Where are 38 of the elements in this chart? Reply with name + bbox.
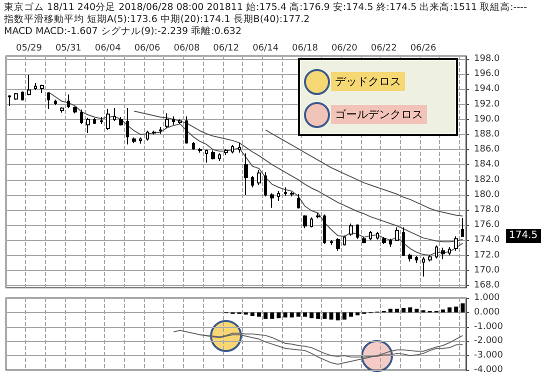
- x-tick-label: 06/20: [331, 44, 358, 54]
- x-tick-label: 06/26: [410, 44, 437, 54]
- chart-subtitle: 指数平滑移動平均 短期A(5):173.6 中期(20):174.1 長期B(40):177.2: [4, 14, 311, 26]
- y-tick-label: -4.000: [474, 365, 504, 375]
- x-tick-label: 06/14: [252, 44, 279, 54]
- y-tick-label: 168.0: [474, 280, 500, 290]
- x-tick-label: 05/31: [55, 44, 82, 54]
- legend-box: デッドクロス ゴールデンクロス: [298, 58, 458, 136]
- y-tick-label: -2.000: [474, 336, 504, 346]
- x-tick-label: 06/12: [213, 44, 240, 54]
- y-tick-label: 192.0: [474, 99, 500, 110]
- y-tick-label: -3.000: [474, 350, 504, 361]
- y-tick-label: 178.0: [474, 205, 500, 216]
- y-tick-label: 182.0: [474, 174, 500, 185]
- y-tick-label: 198.0: [474, 54, 500, 64]
- y-tick-label: 0.000: [474, 307, 500, 318]
- x-tick-label: 06/06: [134, 44, 161, 54]
- y-tick-label: 184.0: [474, 160, 500, 170]
- text: MACD MACD:-1.607 シグナル(9):-2.239 乖離:0.632: [4, 26, 243, 38]
- y-tick-label: 194.0: [474, 84, 500, 94]
- x-tick-label: 06/04: [94, 44, 122, 54]
- y-tick-label: 190.0: [474, 114, 500, 124]
- y-tick-label: 176.0: [474, 220, 500, 230]
- y-tick-label: 1.000: [474, 293, 500, 303]
- y-tick-label: 174.0: [474, 235, 500, 246]
- y-tick-label: 186.0: [474, 144, 500, 155]
- x-tick-label: 06/22: [370, 44, 397, 54]
- y-tick-label: 180.0: [474, 190, 500, 200]
- y-tick-label: 196.0: [474, 69, 500, 80]
- text: 174.5: [506, 229, 541, 244]
- x-tick-label: 06/18: [292, 44, 318, 54]
- chart-title: 東京ゴム 18/11 240分足 2018/06/28 08:00 201811 始:175.4 高:176.9 安:174.5 終:174.5 出来高:1511 取組高:----: [4, 2, 528, 14]
- y-tick-label: -1.000: [474, 322, 504, 332]
- x-tick-label: 06/08: [174, 44, 200, 54]
- x-tick-label: 05/29: [16, 44, 42, 54]
- y-tick-label: 172.0: [474, 250, 500, 260]
- y-tick-label: 188.0: [474, 130, 500, 140]
- y-tick-label: 170.0: [474, 265, 500, 276]
